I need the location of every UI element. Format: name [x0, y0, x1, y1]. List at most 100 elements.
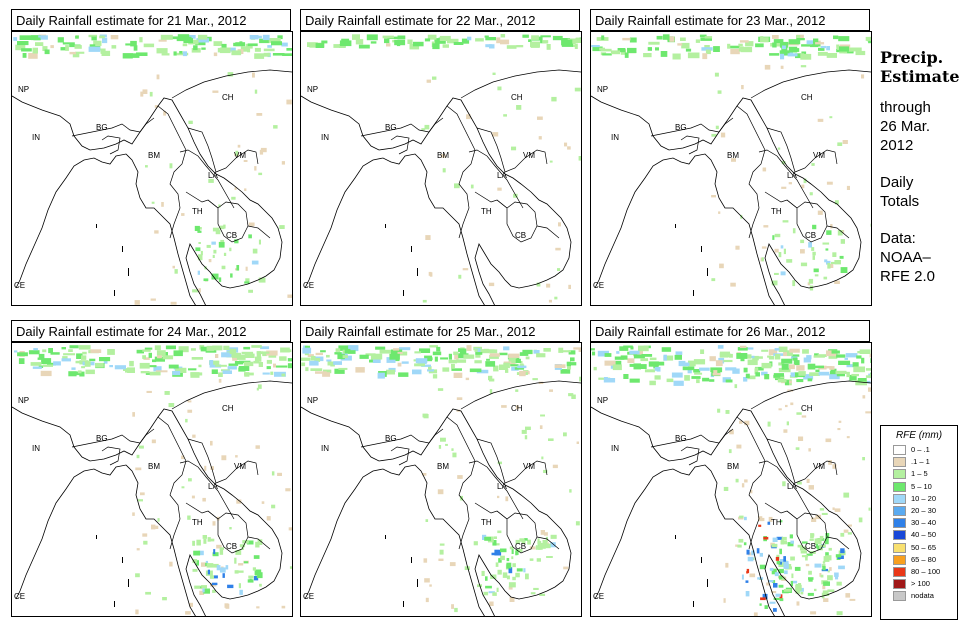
rain-cell	[540, 530, 545, 535]
island	[701, 246, 702, 252]
rain-cell	[524, 538, 528, 541]
rain-cell	[204, 465, 207, 471]
rain-cell	[337, 354, 345, 360]
rain-cell	[164, 391, 170, 395]
rain-cell	[271, 471, 275, 476]
rain-cell	[550, 542, 556, 548]
rain-cell	[654, 375, 661, 380]
rain-cell	[772, 235, 775, 240]
country-label: CE	[303, 592, 314, 601]
rain-cell	[327, 361, 334, 366]
legend-row: 0 – .1	[881, 444, 957, 456]
rain-cell	[567, 366, 571, 370]
rain-cell	[459, 348, 467, 354]
map-panel-25-mar: Daily Rainfall estimate for 25 Mar., 201…	[300, 320, 582, 617]
rain-cell	[194, 585, 201, 589]
rain-cell	[730, 48, 740, 55]
rain-cell	[774, 248, 779, 253]
rain-cell	[784, 380, 789, 386]
rain-cell	[746, 568, 750, 573]
country-border	[736, 416, 766, 550]
island	[693, 601, 694, 607]
rain-cell	[557, 268, 561, 271]
rain-cell	[729, 45, 740, 49]
rain-cell	[763, 536, 769, 540]
rain-cell	[543, 348, 551, 352]
rain-cell	[163, 111, 166, 116]
rain-cell	[202, 535, 207, 539]
rain-cell	[302, 347, 312, 354]
rain-cell	[209, 575, 214, 579]
rain-cell	[744, 516, 747, 521]
rain-cell	[192, 559, 198, 563]
country-border	[207, 199, 249, 243]
rain-cell	[389, 353, 400, 360]
rain-cell	[17, 41, 29, 46]
rain-cell	[370, 353, 383, 360]
island	[675, 535, 676, 539]
rain-cell	[271, 41, 282, 46]
rain-cell	[740, 46, 753, 53]
rain-cell	[32, 366, 42, 369]
rain-cell	[857, 351, 864, 354]
rain-cell	[386, 43, 391, 47]
rain-cell	[796, 379, 804, 383]
rain-cell	[682, 366, 695, 371]
country-border	[71, 434, 141, 448]
rain-cell	[81, 355, 87, 360]
rain-cell	[761, 362, 772, 369]
rain-cell	[701, 47, 713, 51]
rain-cell	[838, 36, 850, 42]
rain-cell	[828, 354, 838, 359]
country-border	[179, 460, 235, 520]
rain-cell	[713, 46, 720, 52]
rain-cell	[181, 455, 185, 460]
rain-cell	[231, 50, 242, 56]
legend-swatch	[893, 493, 906, 504]
rain-cell	[772, 42, 777, 48]
rain-cell	[232, 357, 238, 361]
rain-cell	[782, 45, 786, 50]
rain-cell	[644, 369, 656, 373]
rain-cell	[546, 556, 553, 558]
country-border	[718, 117, 734, 133]
rain-cell	[409, 44, 420, 50]
rain-cell	[237, 144, 241, 148]
rain-cell	[853, 366, 865, 373]
country-border	[187, 438, 217, 484]
country-label: CH	[222, 93, 234, 102]
rain-cell	[509, 597, 515, 602]
rain-cell	[499, 352, 508, 356]
rain-cell	[829, 116, 833, 119]
rain-cell	[769, 567, 774, 571]
rain-cell	[827, 263, 831, 269]
map-svg: NP CH IN BG BM VM LA TH CB CE	[591, 345, 871, 616]
rain-cell	[190, 348, 196, 351]
rain-cell	[812, 251, 816, 256]
rain-cell	[696, 379, 700, 384]
rain-cell	[677, 43, 683, 46]
rain-cell	[185, 418, 188, 423]
rain-cell	[826, 260, 831, 265]
rain-cell	[769, 53, 779, 56]
rain-cell	[687, 52, 700, 59]
rain-cell	[723, 598, 726, 603]
rain-cell	[767, 421, 771, 427]
rain-cell	[522, 34, 529, 38]
country-label: CB	[226, 231, 237, 240]
country-label: CH	[801, 93, 813, 102]
rain-cell	[755, 366, 764, 371]
island	[411, 246, 412, 252]
rain-cell	[243, 361, 254, 367]
rain-cell	[142, 349, 151, 352]
country-border	[428, 428, 444, 444]
rain-cell	[154, 105, 159, 108]
rain-cell	[268, 354, 277, 358]
country-border	[826, 536, 850, 550]
legend-row: > 100	[881, 578, 957, 590]
rain-cell	[511, 146, 517, 151]
rain-cell	[107, 349, 115, 355]
legend-row: 50 – 65	[881, 542, 957, 554]
rain-cell	[220, 239, 225, 243]
country-border	[187, 127, 217, 173]
